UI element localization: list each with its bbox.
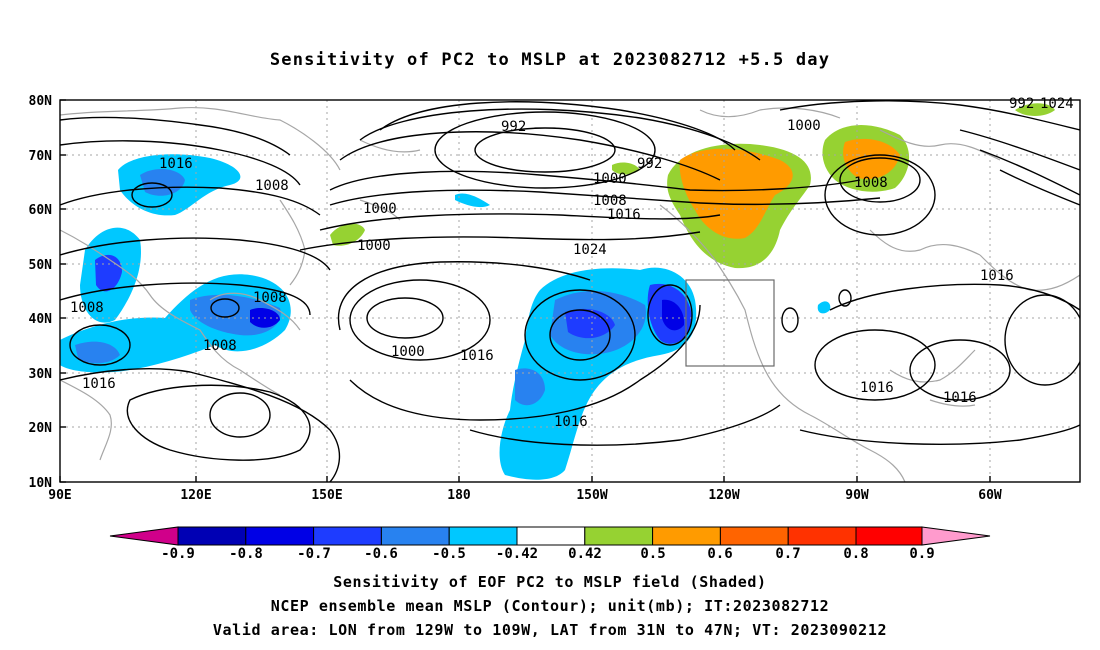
contour-label: 1016 (554, 414, 588, 430)
shade-positive-kamchatka (330, 223, 365, 246)
colorbar-swatch (380, 526, 450, 546)
contour-label: 1016 (460, 348, 494, 364)
tick-marks (59, 99, 991, 483)
contour-label: 1000 (593, 171, 627, 187)
lat-label: 10N (29, 476, 53, 491)
colorbar-low-arrow (109, 526, 179, 546)
colorbar-label: 0.42 (568, 546, 602, 560)
lon-labels: 90E 120E 150E 180 150W 120W 90W 60W (48, 488, 1002, 503)
colorbar-label: 0.5 (640, 546, 665, 560)
sensitivity-shading (60, 103, 1055, 480)
shade-positive-arctic (1015, 103, 1055, 116)
shade-negative-pacific-south (515, 368, 545, 406)
lon-label: 150W (576, 488, 607, 503)
colorbar-label: -0.42 (496, 546, 538, 560)
colorbar-label: -0.7 (297, 546, 331, 560)
colorbar-swatch (516, 526, 586, 546)
contour-label: 1016 (82, 376, 116, 392)
contour-label: 992 (1009, 96, 1034, 112)
colorbar-label: -0.5 (432, 546, 466, 560)
shade-negative-pacific-core (565, 308, 615, 339)
sensitivity-map: 992 992 992 1000 1000 1000 1000 1008 100… (29, 94, 1081, 560)
caption-contour: NCEP ensemble mean MSLP (Contour); unit(… (270, 597, 830, 615)
shade-negative-asia-north-core (140, 168, 185, 196)
map-frame (59, 99, 1081, 483)
colorbar-label: 0.6 (707, 546, 732, 560)
contour-label: 1008 (253, 290, 287, 306)
contour-label: 1000 (357, 238, 391, 254)
lat-label: 50N (29, 258, 53, 273)
contour-label: 1000 (363, 201, 397, 217)
colorbar-swatch (719, 526, 789, 546)
lon-label: 120E (180, 488, 211, 503)
lon-label: 90W (845, 488, 869, 503)
lat-label: 80N (29, 94, 53, 109)
contour-label: 1008 (854, 175, 888, 191)
contour-label: 1024 (573, 242, 607, 258)
colorbar-swatch (584, 526, 654, 546)
valid-area-box (685, 279, 775, 367)
contour-label: 1016 (159, 156, 193, 172)
lon-label: 90E (48, 488, 71, 503)
shade-positive-bering (612, 162, 640, 175)
colorbar-swatch (245, 526, 315, 546)
contour-label: 1000 (391, 344, 425, 360)
lat-label: 30N (29, 367, 53, 382)
shade-negative-pacific-east-core2 (662, 299, 685, 331)
colorbar (109, 526, 991, 546)
contour-label: 1008 (255, 178, 289, 194)
contour-label: 1008 (70, 300, 104, 316)
colorbar-label: 0.9 (909, 546, 934, 560)
mslp-contours (60, 100, 1080, 482)
colorbar-swatch (177, 526, 247, 546)
colorbar-label: 0.7 (775, 546, 800, 560)
lon-label: 60W (978, 488, 1002, 503)
contour-label: 1008 (203, 338, 237, 354)
contour-label: 1016 (943, 390, 977, 406)
colorbar-swatch (855, 526, 923, 546)
contour-label: 1024 (1040, 96, 1074, 112)
colorbar-swatch (448, 526, 518, 546)
map-title: Sensitivity of PC2 to MSLP at 2023082712… (269, 50, 831, 70)
contour-label: 992 (501, 119, 526, 135)
lat-label: 60N (29, 203, 53, 218)
contour-label: 992 (637, 156, 662, 172)
colorbar-swatch (787, 526, 857, 546)
contour-label: 1000 (787, 118, 821, 134)
caption-shaded: Sensitivity of EOF PC2 to MSLP field (Sh… (333, 573, 767, 591)
shade-negative-pacific (499, 267, 697, 480)
lat-label: 70N (29, 149, 53, 164)
colorbar-label: 0.8 (843, 546, 868, 560)
lat-labels: 80N 70N 60N 50N 40N 30N 20N 10N (29, 94, 53, 491)
colorbar-high-arrow (921, 526, 991, 546)
coastlines (60, 106, 1080, 482)
colorbar-label: -0.6 (364, 546, 398, 560)
shade-negative-bits2 (817, 301, 831, 314)
shade-negative-bits1 (455, 193, 490, 208)
lon-label: 120W (708, 488, 739, 503)
contour-label: 1016 (607, 207, 641, 223)
contour-label: 1008 (593, 193, 627, 209)
contour-label: 1016 (860, 380, 894, 396)
lon-label: 180 (447, 488, 471, 503)
colorbar-label: -0.8 (229, 546, 263, 560)
lat-label: 40N (29, 312, 53, 327)
lon-label: 150E (311, 488, 342, 503)
colorbar-swatch (652, 526, 721, 546)
colorbar-swatch (313, 526, 382, 546)
lat-label: 20N (29, 421, 53, 436)
caption-valid-area: Valid area: LON from 129W to 109W, LAT f… (212, 621, 888, 639)
contour-label: 1016 (980, 268, 1014, 284)
shade-negative-china-core (75, 341, 120, 364)
lat-lon-grid (60, 100, 1080, 482)
colorbar-label: -0.9 (161, 546, 195, 560)
colorbar-labels: -0.9 -0.8 -0.7 -0.6 -0.5 -0.42 0.42 0.5 … (161, 546, 935, 560)
